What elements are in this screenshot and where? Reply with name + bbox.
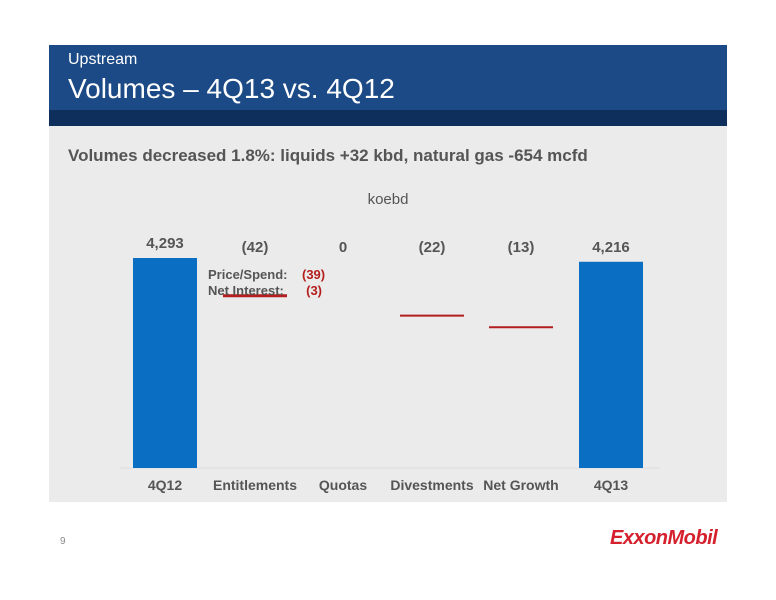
annotation-label: Price/Spend: — [208, 267, 288, 282]
exxonmobil-logo: ExxonMobil — [610, 527, 718, 549]
bar-4q12 — [133, 258, 197, 468]
annotation-row: Price/Spend: (39) — [208, 267, 326, 283]
section-label: Upstream — [68, 51, 138, 68]
slide-subtitle: Volumes decreased 1.8%: liquids +32 kbd,… — [68, 146, 588, 165]
annotation-label: Net Interest: — [208, 283, 284, 298]
value-label: 0 — [339, 239, 347, 256]
entitlements-breakdown: Price/Spend: (39) Net Interest: (3) — [208, 267, 326, 299]
slide-title: Volumes – 4Q13 vs. 4Q12 — [68, 73, 395, 104]
category-label: Quotas — [319, 477, 367, 493]
annotation-row: Net Interest: (3) — [208, 283, 322, 299]
category-label: 4Q13 — [594, 477, 628, 493]
value-label: (42) — [242, 239, 269, 256]
value-label: 4,216 — [592, 239, 630, 256]
annotation-value: (39) — [302, 267, 326, 282]
category-label: 4Q12 — [148, 477, 182, 493]
value-label: 4,293 — [146, 235, 184, 252]
title-banner-strip — [49, 110, 727, 126]
annotation-value: (3) — [306, 283, 322, 298]
category-label: Entitlements — [213, 477, 297, 493]
category-label: Divestments — [390, 477, 473, 493]
category-label: Net Growth — [483, 477, 558, 493]
page-number: 9 — [60, 536, 66, 547]
value-label: (22) — [419, 239, 446, 256]
title-banner: Upstream Volumes – 4Q13 vs. 4Q12 — [49, 45, 727, 110]
value-label: (13) — [508, 239, 535, 256]
bar-4q13 — [579, 261, 643, 468]
unit-label: koebd — [367, 191, 409, 208]
